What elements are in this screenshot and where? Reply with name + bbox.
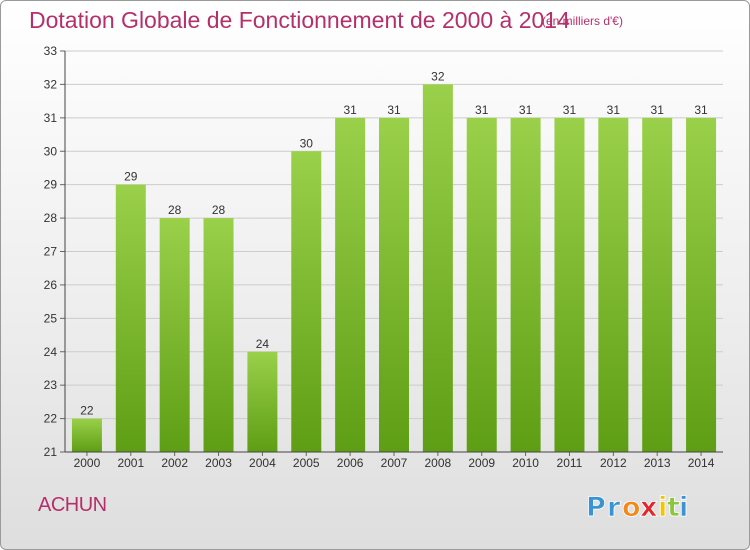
commune-name: ACHUN (38, 494, 107, 516)
x-tick-label: 2012 (600, 456, 627, 470)
bar (159, 218, 190, 452)
bar (598, 117, 629, 452)
data-label: 31 (387, 103, 401, 117)
x-tick-label: 2008 (425, 456, 452, 470)
bar (291, 151, 322, 452)
y-tick-label: 33 (44, 44, 58, 58)
logo-letter: t (667, 492, 680, 522)
data-label: 31 (343, 103, 357, 117)
y-tick-label: 31 (44, 111, 58, 125)
x-tick-label: 2003 (205, 456, 232, 470)
bar (335, 117, 366, 452)
x-tick-label: 2006 (337, 456, 364, 470)
logo-letter: r (607, 492, 621, 522)
data-label: 24 (256, 337, 270, 351)
data-label: 32 (431, 69, 445, 83)
x-tick-label: 2014 (688, 456, 715, 470)
data-label: 28 (212, 203, 226, 217)
y-tick-label: 32 (44, 77, 58, 91)
bar (466, 117, 497, 452)
data-label: 31 (607, 103, 621, 117)
bar (71, 418, 102, 452)
x-tick-label: 2010 (512, 456, 539, 470)
y-tick-label: 24 (44, 345, 58, 359)
bar (203, 218, 234, 452)
y-tick-label: 21 (44, 445, 58, 459)
y-tick-label: 27 (44, 245, 58, 259)
bar (115, 184, 146, 452)
x-tick-label: 2004 (249, 456, 276, 470)
logo-letter: x (640, 492, 657, 522)
x-tick-label: 2000 (74, 456, 101, 470)
bar (247, 351, 278, 452)
x-tick-label: 2005 (293, 456, 320, 470)
logo-letter: i (658, 492, 667, 522)
chart-title: Dotation Globale de Fonctionnement de 20… (29, 7, 570, 33)
x-tick-label: 2001 (117, 456, 144, 470)
data-label: 30 (300, 136, 314, 150)
x-tick-label: 2013 (644, 456, 671, 470)
y-tick-label: 22 (44, 412, 58, 426)
y-tick-label: 25 (44, 311, 58, 325)
chart-subtitle: (en milliers d'€) (542, 14, 623, 28)
bar (554, 117, 585, 452)
y-tick-label: 23 (44, 378, 58, 392)
data-label: 31 (651, 103, 665, 117)
bar (510, 117, 541, 452)
bar (379, 117, 409, 452)
data-label: 28 (168, 203, 182, 217)
logo-letter: P (586, 492, 606, 522)
y-tick-label: 29 (44, 178, 58, 192)
data-label: 31 (563, 103, 577, 117)
x-tick-label: 2011 (557, 456, 583, 470)
x-tick-label: 2007 (381, 456, 408, 470)
data-label: 22 (80, 404, 94, 418)
y-tick-label: 30 (44, 144, 58, 158)
bar (686, 117, 717, 452)
logo-letter: i (679, 492, 688, 522)
bar (642, 117, 673, 452)
x-tick-label: 2009 (468, 456, 495, 470)
logo-letter: o (622, 492, 641, 522)
data-label: 31 (694, 103, 708, 117)
y-tick-label: 28 (44, 211, 58, 225)
bar (422, 84, 453, 453)
x-tick-label: 2002 (161, 456, 188, 470)
data-label: 29 (124, 170, 138, 184)
data-label: 31 (475, 103, 489, 117)
y-tick-label: 26 (44, 278, 58, 292)
data-label: 31 (519, 103, 533, 117)
